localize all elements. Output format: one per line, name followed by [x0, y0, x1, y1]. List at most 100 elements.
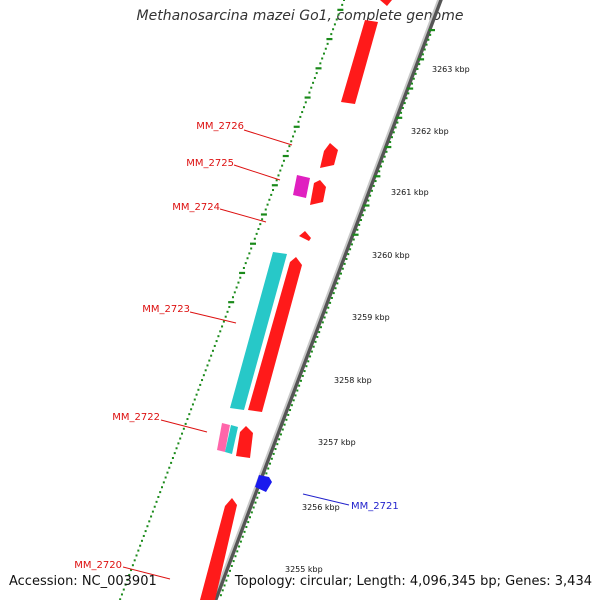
scale-label: 3262 kbp	[411, 127, 449, 136]
tick-mark	[279, 169, 282, 172]
gene-feature-mm2721[interactable]	[255, 475, 272, 492]
tick-mark	[221, 325, 224, 328]
tick-mark	[122, 588, 125, 591]
tick-mark	[283, 423, 286, 426]
tick-mark	[290, 140, 293, 143]
tick-mark	[369, 194, 372, 197]
scale-label: 3255 kbp	[285, 565, 323, 574]
gene-feature-mm2723[interactable]	[248, 257, 302, 412]
tick-mark	[324, 47, 327, 50]
tick-mark	[378, 170, 381, 173]
tick-mark	[238, 545, 241, 548]
tick-mark	[356, 228, 359, 231]
tick-mark	[232, 560, 235, 563]
tick-mark	[396, 121, 399, 124]
tick-mark	[224, 315, 227, 318]
tick-mark	[400, 111, 403, 114]
gene-feature-mm2723-rna[interactable]	[230, 252, 287, 410]
tick-mark	[323, 316, 326, 319]
tick-mark	[333, 23, 336, 26]
gene-feature-mm2724[interactable]	[299, 231, 311, 241]
gene-label[interactable]: MM_2723	[142, 304, 190, 315]
tick-mark	[299, 379, 302, 382]
tick-mark	[313, 76, 316, 79]
gene-feature-mm2726[interactable]	[320, 143, 338, 168]
tick-mark	[301, 111, 304, 114]
tick-mark	[410, 82, 413, 85]
tick-mark	[161, 486, 163, 489]
tick-mark	[184, 422, 187, 425]
tick-mark	[423, 48, 426, 51]
tick-mark	[383, 155, 386, 158]
tick-mark	[228, 305, 231, 308]
gene-label[interactable]: MM_2721	[351, 501, 399, 512]
gene-feature-mm2720[interactable]	[200, 498, 237, 600]
tick-mark	[418, 63, 421, 66]
tick-mark	[144, 530, 147, 533]
tick-mark	[131, 564, 134, 567]
tick-mark	[213, 344, 216, 347]
gene-labels: MM_2726 MM_2725 MM_2724 MM_2723 MM_2722 …	[74, 121, 398, 571]
tick-mark	[294, 394, 297, 397]
tick-mark	[352, 238, 355, 241]
tick-mark	[304, 96, 311, 99]
tick-mark	[361, 214, 364, 217]
tick-mark	[278, 438, 281, 441]
tick-mark	[265, 472, 268, 475]
tick-mark	[374, 175, 381, 178]
tick-mark	[252, 506, 255, 509]
tick-mark	[329, 301, 332, 304]
tick-mark	[363, 209, 366, 212]
label-leader-lines	[122, 129, 350, 580]
tick-mark	[166, 471, 169, 474]
tick-mark	[179, 437, 182, 440]
gene-feature-mm2722-red[interactable]	[236, 426, 253, 458]
tick-mark	[247, 521, 250, 524]
tick-mark	[304, 101, 307, 104]
tick-mark	[363, 204, 370, 207]
tick-mark	[281, 164, 284, 167]
tick-mark	[374, 180, 377, 183]
tick-mark	[289, 409, 292, 412]
gene-feature-top-tip[interactable]	[380, 0, 392, 6]
tick-mark	[301, 374, 304, 377]
tick-mark	[270, 193, 273, 196]
tick-mark	[343, 262, 346, 265]
gene-label[interactable]: MM_2720	[74, 560, 122, 571]
tick-mark	[337, 8, 344, 11]
gene-feature-top[interactable]	[341, 20, 378, 104]
gene-feature-mm2725-red[interactable]	[310, 180, 326, 205]
tick-mark	[239, 271, 246, 275]
tick-mark	[308, 91, 311, 94]
tick-mark	[322, 52, 325, 55]
gene-label[interactable]: MM_2722	[112, 412, 160, 423]
tick-mark	[266, 203, 269, 206]
tick-mark	[219, 594, 222, 597]
gene-label[interactable]: MM_2725	[186, 158, 234, 169]
tick-mark	[403, 102, 406, 105]
tick-mark	[407, 87, 414, 90]
tick-mark	[407, 92, 410, 95]
gene-feature-mm2725-magenta[interactable]	[293, 175, 310, 198]
gene-feature-mm2722-pink[interactable]	[217, 423, 230, 452]
tick-mark	[293, 130, 296, 133]
tick-mark	[142, 534, 145, 537]
tick-mark	[236, 550, 239, 553]
tick-mark	[414, 72, 417, 75]
tick-mark	[222, 320, 225, 323]
tick-mark	[282, 159, 285, 162]
tick-mark	[385, 150, 388, 153]
tick-mark	[267, 467, 270, 470]
tick-mark	[319, 326, 322, 329]
scale-label: 3261 kbp	[391, 188, 429, 197]
tick-mark	[175, 447, 178, 450]
tick-mark	[241, 535, 244, 538]
tick-mark	[124, 583, 127, 586]
gene-label[interactable]: MM_2724	[172, 202, 220, 213]
tick-mark	[340, 272, 342, 275]
tick-mark	[188, 413, 191, 416]
tick-mark	[242, 266, 245, 269]
tick-mark	[151, 510, 154, 513]
gene-label[interactable]: MM_2726	[196, 121, 244, 132]
gene-feature-mm2722-cyan[interactable]	[225, 425, 238, 454]
